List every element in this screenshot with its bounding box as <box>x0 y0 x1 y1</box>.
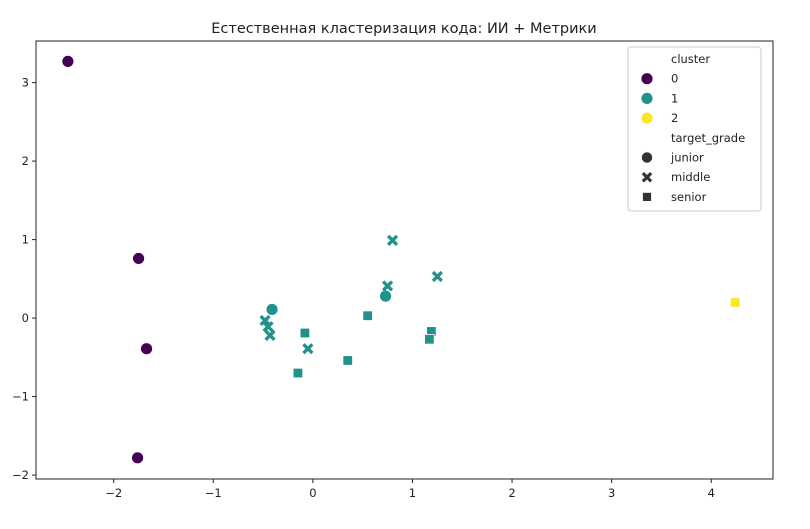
data-point <box>381 280 394 292</box>
data-point <box>131 451 144 465</box>
legend-label: junior <box>670 151 704 165</box>
data-point <box>431 270 443 283</box>
legend-marker <box>640 111 654 125</box>
legend-marker <box>640 92 654 105</box>
data-point <box>362 310 373 321</box>
x-tick-label: −1 <box>205 486 222 500</box>
data-point <box>140 342 153 356</box>
data-point <box>61 55 75 68</box>
data-point <box>262 321 274 333</box>
legend-title-grade: target_grade <box>671 131 745 145</box>
legend-marker <box>640 72 654 86</box>
data-point <box>265 303 279 316</box>
data-point <box>132 252 145 265</box>
y-tick-label: 3 <box>22 76 29 90</box>
y-tick-label: 2 <box>22 154 29 168</box>
data-point <box>264 329 276 341</box>
legend-marker <box>641 171 653 183</box>
data-point <box>259 314 271 327</box>
data-point <box>424 334 435 345</box>
legend-label: 2 <box>671 111 678 125</box>
x-tick-label: 3 <box>608 486 615 500</box>
data-point <box>729 297 741 308</box>
chart-title: Естественная кластеризация кода: ИИ + Ме… <box>211 21 596 37</box>
y-tick-label: −1 <box>12 390 29 404</box>
x-tick-label: −2 <box>105 486 122 500</box>
x-tick-label: 2 <box>508 486 515 500</box>
legend-marker <box>642 191 652 202</box>
legend-label: 1 <box>671 91 678 105</box>
legend-label: middle <box>671 170 710 184</box>
x-tick-label: 0 <box>309 486 316 500</box>
plot-area: −2 −1 0 1 2 3 4 −2 −1 0 1 2 3 cluster 0 1 2 target_gradej… <box>12 40 774 500</box>
legend-marker <box>640 151 654 164</box>
data-point <box>386 234 399 246</box>
legend-box <box>627 46 762 212</box>
y-tick-label: 0 <box>22 311 29 325</box>
x-tick-label: 4 <box>708 486 715 500</box>
data-point <box>292 367 304 379</box>
y-tick-label: 1 <box>22 233 29 247</box>
x-tick-label: 1 <box>409 486 416 500</box>
axes-frame <box>35 40 774 480</box>
y-tick-label: −2 <box>12 468 29 482</box>
data-point <box>302 343 314 355</box>
legend-title-cluster: cluster <box>671 52 710 66</box>
legend-label: senior <box>671 190 707 204</box>
legend-label: 0 <box>671 72 678 86</box>
data-point <box>379 289 392 303</box>
data-point <box>299 327 311 339</box>
data-point <box>342 355 353 366</box>
